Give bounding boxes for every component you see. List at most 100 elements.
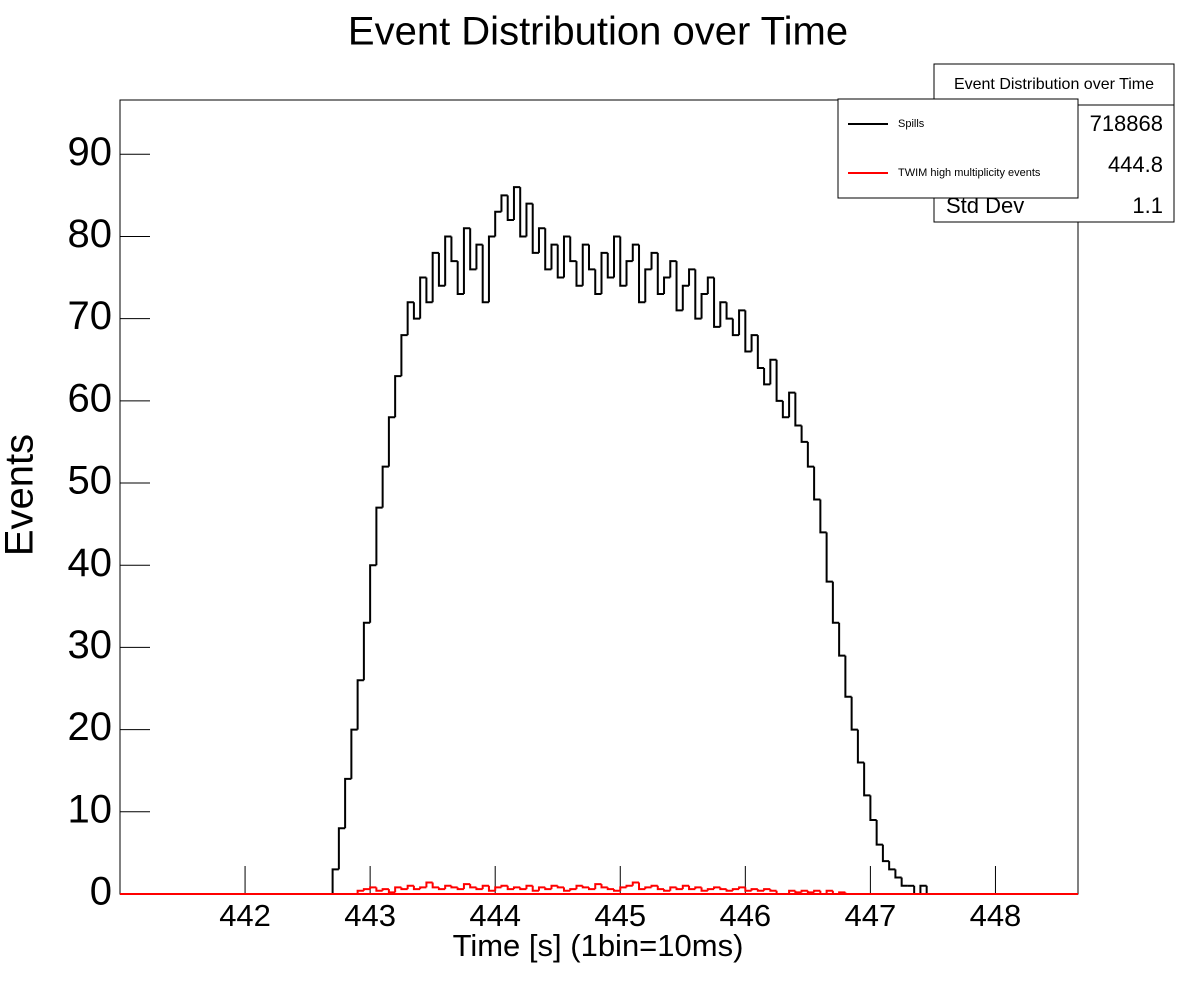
histogram-bin: [750, 334, 758, 352]
histogram-bin: [675, 261, 683, 312]
histogram-bin: [469, 228, 477, 271]
histogram-bin: [794, 890, 802, 894]
histogram-bin: [469, 884, 477, 889]
histogram-bin: [688, 268, 696, 286]
histogram-bin: [594, 883, 602, 890]
histogram-bin: [831, 890, 840, 895]
histogram-bin: [331, 868, 339, 894]
histogram-bin: [831, 581, 840, 624]
histogram-bin: [738, 886, 746, 890]
histogram-bin: [569, 888, 577, 891]
histogram-bin: [375, 887, 383, 892]
histogram-bin: [731, 318, 740, 337]
histogram-bin: [925, 885, 933, 895]
histogram-bin: [462, 883, 471, 890]
histogram-bin: [494, 210, 502, 237]
histogram-bin: [775, 890, 783, 895]
histogram-bin: [719, 887, 727, 891]
histogram-bin: [606, 252, 615, 279]
histogram-bin: [506, 195, 514, 222]
histogram-bin: [894, 869, 902, 879]
histogram-bin: [556, 885, 564, 889]
histogram-bin: [725, 302, 733, 320]
y-tick-label: 60: [68, 376, 113, 420]
histogram-bin: [575, 884, 583, 890]
histogram-bin: [406, 884, 414, 890]
histogram-bin: [769, 358, 777, 385]
histogram-bin: [694, 886, 702, 890]
histogram-bin: [481, 884, 489, 890]
histogram-bin: [344, 777, 352, 829]
histogram-bin: [788, 391, 796, 418]
histogram-bin: [406, 301, 414, 336]
histogram-bin: [763, 367, 771, 386]
histogram-bin: [788, 889, 796, 894]
histogram-bin: [706, 888, 715, 891]
histogram-bin: [806, 890, 815, 894]
histogram-bin: [381, 888, 389, 891]
histogram-bin: [919, 884, 927, 894]
histogram-bin: [781, 400, 790, 419]
histogram-bin: [437, 887, 446, 891]
histogram-bin: [656, 885, 665, 891]
histogram-bin: [500, 884, 508, 888]
histogram-bin: [525, 884, 533, 890]
histogram-bin: [625, 260, 633, 286]
histogram-bin: [450, 236, 458, 263]
histogram-bin: [688, 885, 696, 891]
histogram-bin: [456, 887, 464, 891]
x-tick-label: 447: [845, 898, 897, 933]
stats-value: 1.1: [1132, 193, 1163, 218]
histogram-bin: [456, 261, 464, 295]
histogram-bin: [669, 886, 677, 891]
histogram-bin: [531, 203, 539, 254]
histogram-bin: [806, 441, 815, 468]
histogram-bin: [613, 889, 621, 892]
histogram-bin: [644, 886, 652, 890]
histogram-bin: [587, 244, 596, 271]
histogram-bin: [863, 762, 871, 797]
histogram-bin: [581, 243, 589, 286]
histogram-bin: [838, 622, 846, 657]
histogram-bin: [450, 885, 458, 889]
histogram-bin: [713, 886, 721, 890]
histogram-bin: [800, 425, 808, 443]
histogram-bin: [544, 887, 552, 891]
histogram-bin: [531, 885, 539, 892]
histogram-bin: [525, 202, 533, 237]
histogram-bin: [506, 885, 514, 891]
histogram-bin: [519, 887, 527, 891]
histogram-bin: [731, 888, 740, 891]
histogram-bin: [437, 252, 446, 287]
histogram-bin: [838, 891, 846, 894]
histogram-bin: [425, 277, 433, 304]
x-axis-title: Time [s] (1bin=10ms): [453, 928, 744, 963]
histogram-bin: [875, 820, 883, 846]
histogram-bin: [763, 888, 771, 891]
histogram-bin: [675, 887, 683, 891]
histogram-bin: [881, 844, 890, 863]
legend-label: TWIM high multiplicity events: [898, 167, 1041, 179]
histogram-bin: [631, 243, 640, 262]
histogram-bin: [888, 861, 896, 871]
histogram-bin: [700, 292, 708, 319]
histogram-bin: [800, 889, 808, 893]
histogram-bin: [844, 892, 852, 895]
histogram-bin: [813, 889, 821, 893]
histogram-bin: [769, 889, 777, 892]
x-tick-label: 446: [719, 898, 771, 933]
histogram-bin: [663, 276, 671, 294]
histogram-bin: [512, 886, 521, 890]
histogram-bin: [638, 244, 646, 304]
histogram-bin: [650, 251, 658, 270]
histogram-bin: [669, 260, 677, 278]
histogram-bin: [362, 621, 371, 681]
histogram-bin: [419, 886, 427, 890]
histogram-bin: [387, 416, 396, 467]
histogram-bin: [394, 375, 402, 418]
stats-value: 444.8: [1108, 152, 1163, 177]
histogram-bin: [900, 877, 908, 887]
histogram-bin: [537, 886, 546, 891]
histogram-bin: [481, 244, 489, 304]
histogram-bin: [794, 392, 802, 427]
